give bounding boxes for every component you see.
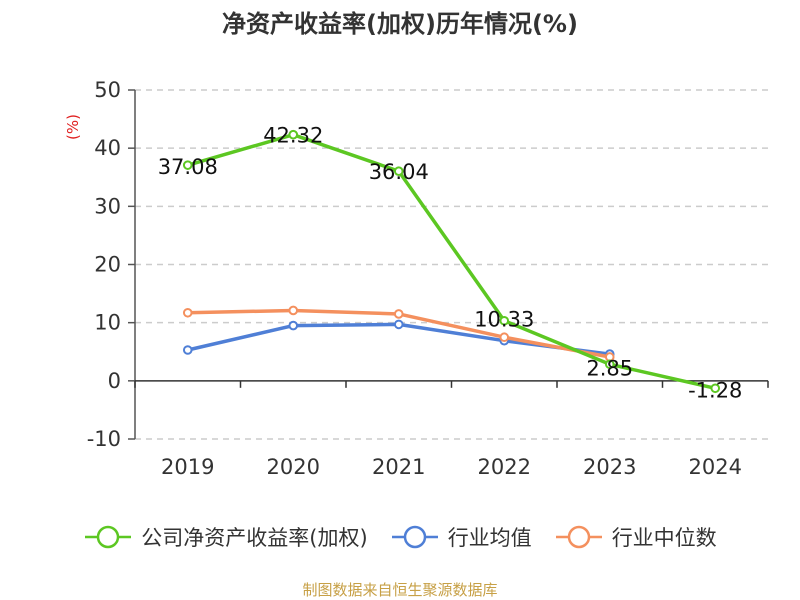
y-tick-label: 30 bbox=[94, 194, 121, 218]
data-point bbox=[604, 359, 615, 370]
data-point bbox=[393, 319, 404, 330]
legend-label: 行业中位数 bbox=[611, 526, 717, 550]
legend-item[interactable]: 行业均值 bbox=[390, 522, 532, 552]
chart-title: 净资产收益率(加权)历年情况(%) bbox=[222, 10, 578, 38]
data-label: 42.32 bbox=[263, 124, 323, 148]
data-point bbox=[499, 332, 510, 343]
legend-label: 公司净资产收益率(加权) bbox=[141, 526, 368, 550]
legend-marker-icon bbox=[85, 525, 132, 549]
legend-marker-icon bbox=[555, 525, 602, 549]
data-label: 36.04 bbox=[369, 160, 429, 184]
data-point bbox=[288, 129, 299, 140]
data-point bbox=[393, 166, 404, 177]
y-tick-label: 0 bbox=[108, 369, 121, 393]
source-note: 制图数据来自恒生聚源数据库 bbox=[302, 581, 498, 599]
data-label: 10.33 bbox=[474, 308, 534, 332]
y-tick-label: 10 bbox=[94, 311, 121, 335]
x-tick-label: 2021 bbox=[372, 455, 425, 479]
series-lines bbox=[182, 129, 721, 394]
y-axis-unit: (%) bbox=[64, 114, 82, 140]
data-point bbox=[182, 345, 193, 355]
legend-item[interactable]: 行业中位数 bbox=[554, 522, 717, 552]
data-labels: 37.08 42.32 36.04 10.33 2.85 -1.28 bbox=[158, 124, 743, 403]
data-label: 2.85 bbox=[586, 356, 633, 380]
axes: -10 0 10 20 30 40 50 2019 2020 2021 2022 2023 2024 (%… bbox=[64, 78, 769, 479]
data-point bbox=[182, 160, 193, 170]
y-tick-label: 50 bbox=[94, 78, 121, 102]
x-tick-label: 2022 bbox=[478, 455, 531, 479]
legend-circle bbox=[567, 525, 590, 549]
data-point bbox=[288, 305, 299, 316]
legend-label: 行业均值 bbox=[447, 526, 532, 550]
y-tick-label: 40 bbox=[94, 136, 121, 160]
x-tick-label: 2020 bbox=[267, 455, 320, 479]
data-point bbox=[710, 383, 721, 394]
legend-circle bbox=[403, 525, 426, 549]
legend-item[interactable]: 公司净资产收益率(加权) bbox=[83, 522, 368, 552]
x-tick-label: 2023 bbox=[583, 455, 636, 479]
series-line bbox=[187, 132, 716, 390]
data-point bbox=[182, 307, 193, 318]
x-tick-label: 2024 bbox=[689, 455, 742, 479]
data-label: -1.28 bbox=[688, 378, 742, 402]
data-point bbox=[393, 309, 404, 319]
data-point bbox=[499, 315, 510, 326]
y-tick-label: -10 bbox=[87, 427, 121, 451]
x-tick-label: 2019 bbox=[161, 455, 214, 479]
legend-circle bbox=[97, 525, 120, 549]
legend: 公司净资产收益率(加权) 行业均值 行业中位数 bbox=[0, 520, 800, 554]
legend-marker-icon bbox=[391, 525, 438, 549]
data-point bbox=[288, 320, 299, 331]
y-tick-label: 20 bbox=[94, 253, 121, 277]
data-label: 37.08 bbox=[158, 155, 218, 179]
